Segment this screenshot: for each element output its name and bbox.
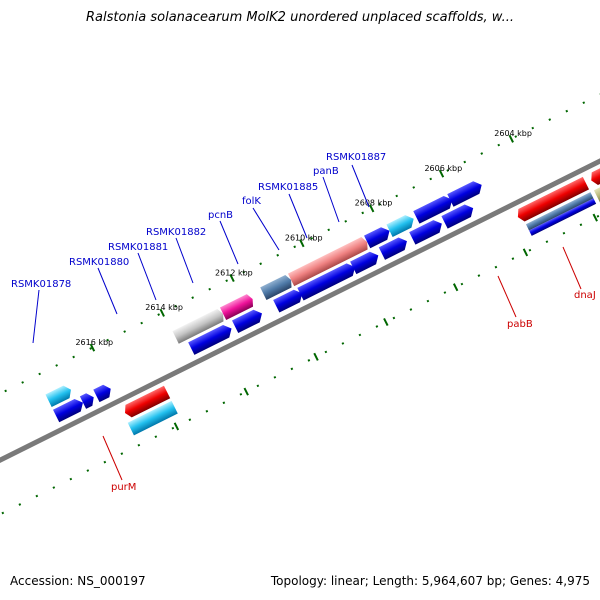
gene-panB[interactable] bbox=[413, 193, 455, 224]
tick-label: 2616 kbp bbox=[75, 338, 113, 347]
upper-major-tick bbox=[368, 204, 375, 213]
label-RSMK01878[interactable]: RSMK01878 bbox=[11, 279, 71, 290]
upper-major-tick bbox=[508, 134, 514, 143]
lower-major-tick bbox=[383, 317, 389, 327]
upper-major-tick bbox=[299, 239, 305, 248]
label-purM[interactable]: purM bbox=[111, 482, 136, 493]
gene-forward-a[interactable] bbox=[188, 322, 235, 355]
gene-pabB-red[interactable] bbox=[515, 176, 590, 223]
upper-major-tick bbox=[229, 273, 235, 283]
page-title: Ralstonia solanacearum MolK2 unordered u… bbox=[85, 10, 514, 25]
lower-major-tick bbox=[173, 422, 180, 431]
tick-label: 2606 kbp bbox=[424, 164, 462, 173]
gene-folK[interactable] bbox=[364, 225, 393, 249]
lower-tick-scale bbox=[0, 163, 600, 532]
gene-forward-c[interactable] bbox=[273, 287, 305, 313]
gene-pabB-blue[interactable] bbox=[529, 198, 597, 236]
label-RSMK01880[interactable]: RSMK01880 bbox=[69, 257, 129, 268]
forward-strand-genes bbox=[45, 179, 485, 423]
gene-forward-b[interactable] bbox=[232, 307, 265, 334]
gene-forward-d[interactable] bbox=[297, 261, 358, 301]
label-panB[interactable]: panB bbox=[313, 166, 339, 177]
gene-purM[interactable] bbox=[122, 385, 171, 420]
upper-major-tick bbox=[438, 169, 445, 178]
lower-major-tick bbox=[592, 213, 598, 222]
reverse-gene-labels: dnaJ pabB purM bbox=[111, 290, 596, 493]
upper-tick-scale: 2604 kbp 2606 kbp 2608 kbp 2610 kbp 2612 kbp… bbox=[0, 66, 600, 435]
reverse-strand-genes bbox=[122, 155, 600, 436]
gene-RSMK01882[interactable] bbox=[260, 274, 294, 300]
label-RSMK01887[interactable]: RSMK01887 bbox=[326, 152, 386, 163]
gene-RSMK01887[interactable] bbox=[447, 179, 485, 207]
label-folK[interactable]: folK bbox=[242, 196, 261, 207]
lower-major-tick bbox=[243, 387, 249, 396]
tick-label: 2614 kbp bbox=[145, 303, 183, 312]
gene-forward-edge-3[interactable] bbox=[79, 391, 97, 409]
tick-label: 2612 kbp bbox=[215, 268, 253, 277]
gene-RSMK01881[interactable] bbox=[219, 293, 256, 321]
gene-pabB-steel[interactable] bbox=[525, 192, 594, 231]
forward-gene-labels: RSMK01887 panB RSMK01885 folK pcnB RSMK0… bbox=[11, 152, 386, 290]
label-RSMK01885[interactable]: RSMK01885 bbox=[258, 182, 318, 193]
gene-forward-e[interactable] bbox=[350, 249, 381, 275]
label-pcnB[interactable]: pcnB bbox=[208, 210, 233, 221]
label-pabB[interactable]: pabB bbox=[507, 319, 533, 330]
chromosome-axis bbox=[0, 109, 600, 499]
lower-major-tick bbox=[313, 352, 319, 361]
genome-stats-text: Topology: linear; Length: 5,964,607 bp; … bbox=[270, 574, 590, 588]
label-RSMK01882[interactable]: RSMK01882 bbox=[146, 227, 206, 238]
upper-major-tick bbox=[159, 308, 165, 317]
gene-purM-partner[interactable] bbox=[127, 400, 178, 436]
upper-major-tick bbox=[89, 343, 96, 352]
gene-pcnB[interactable] bbox=[287, 236, 370, 287]
label-leaders bbox=[32, 164, 582, 481]
gene-RSMK01885[interactable] bbox=[386, 212, 416, 238]
tick-label: 2604 kbp bbox=[494, 129, 532, 138]
gene-forward-edge-4[interactable] bbox=[93, 383, 114, 403]
label-dnaJ[interactable]: dnaJ bbox=[574, 290, 596, 301]
gene-forward-edge-2[interactable] bbox=[53, 396, 86, 423]
gene-RSMK01880[interactable] bbox=[172, 308, 227, 344]
lower-major-tick bbox=[452, 283, 459, 292]
lower-major-tick bbox=[522, 248, 529, 257]
label-RSMK01881[interactable]: RSMK01881 bbox=[108, 242, 168, 253]
tick-label: 2608 kbp bbox=[355, 199, 393, 208]
gene-forward-h[interactable] bbox=[441, 202, 476, 229]
gene-forward-g[interactable] bbox=[409, 217, 445, 245]
tick-label: 2610 kbp bbox=[285, 234, 323, 243]
gene-forward-edge-1[interactable] bbox=[45, 383, 74, 408]
gene-forward-f[interactable] bbox=[378, 235, 410, 260]
accession-text: Accession: NS_000197 bbox=[10, 574, 146, 588]
